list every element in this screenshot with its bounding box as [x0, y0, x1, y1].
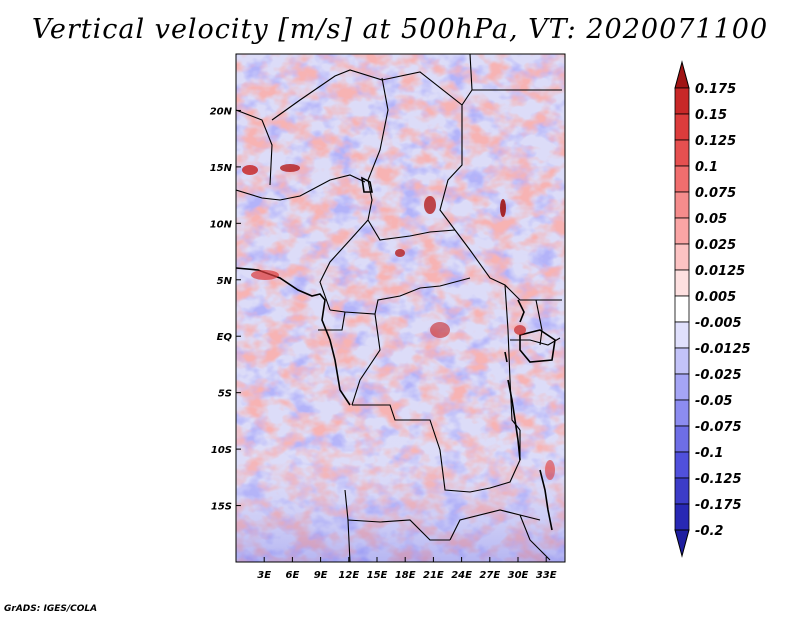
colorbar-swatch	[674, 503, 690, 531]
colorbar-swatch	[674, 321, 690, 349]
colorbar: 0.175 0.15 0.125 0.1 0.075 0.05 0.025 0.0125 0.0…	[674, 60, 751, 558]
border-line	[352, 404, 521, 493]
colorbar-swatch	[674, 399, 690, 427]
border-line	[236, 174, 366, 201]
colorbar-label: 0.025	[695, 238, 736, 253]
colorbar-label: -0.0125	[695, 342, 751, 357]
latitude-axis: 20N 15N 10N 5N EQ 5S 10S 15S	[210, 106, 241, 513]
lat-tick-label: 10S	[211, 445, 232, 456]
colorbar-label: 0.15	[695, 108, 727, 123]
updraft-cell	[545, 460, 555, 480]
lat-tick-label: 5N	[217, 276, 233, 287]
updraft-cell	[280, 164, 300, 172]
colorbar-swatch	[674, 217, 690, 245]
lon-tick-label: 30E	[508, 570, 529, 581]
colorbar-label: -0.125	[695, 472, 742, 487]
grads-credit: GrADS: IGES/COLA	[4, 604, 98, 614]
country-borders	[236, 54, 562, 562]
colorbar-swatch	[674, 373, 690, 401]
colorbar-label: 0.05	[695, 212, 727, 227]
colorbar-label: 0.1	[695, 160, 718, 175]
colorbar-swatch	[674, 347, 690, 375]
border-line	[461, 89, 562, 106]
colorbar-swatch	[674, 243, 690, 271]
updraft-cell	[242, 165, 258, 175]
lon-tick-label: 18E	[395, 570, 416, 581]
colorbar-swatch	[674, 113, 690, 141]
border-line	[367, 219, 456, 241]
lon-tick-label: 3E	[257, 570, 271, 581]
lon-tick-label: 9E	[314, 570, 328, 581]
border-line	[535, 299, 543, 346]
border-line	[381, 71, 463, 231]
lon-tick-label: 12E	[338, 570, 359, 581]
colorbar-swatch	[674, 477, 690, 505]
lon-tick-label: 6E	[286, 570, 300, 581]
map-panel	[236, 54, 565, 562]
colorbar-swatch	[674, 295, 690, 323]
colorbar-label: -0.1	[695, 446, 723, 461]
map-title: Vertical velocity [m/s] at 500hPa, VT: 2…	[31, 14, 769, 45]
updraft-cell	[424, 196, 436, 214]
lon-tick-label: 15E	[367, 570, 388, 581]
colorbar-label: 0.0125	[695, 264, 745, 279]
colorbar-swatch	[674, 139, 690, 167]
colorbar-bottom-triangle	[674, 529, 690, 558]
lake-malawi	[539, 469, 553, 531]
colorbar-label: -0.175	[695, 498, 742, 513]
lake-albert	[517, 299, 525, 323]
colorbar-label: 0.125	[695, 134, 736, 149]
border-line	[319, 219, 369, 311]
colorbar-label: 0.075	[695, 186, 736, 201]
border-line	[449, 509, 541, 541]
border-line	[236, 109, 273, 186]
lat-tick-label: 10N	[210, 219, 233, 230]
colorbar-swatch	[674, 269, 690, 297]
lon-tick-label: 27E	[479, 570, 500, 581]
colorbar-swatch	[674, 451, 690, 479]
colorbar-label: -0.075	[695, 420, 742, 435]
border-line	[469, 54, 473, 91]
border-line	[271, 69, 383, 121]
lake-kivu	[504, 351, 508, 363]
border-line	[367, 77, 389, 221]
updraft-cell	[395, 249, 405, 257]
updraft-cell	[251, 270, 279, 280]
border-line	[347, 519, 450, 541]
colorbar-top-triangle	[674, 60, 690, 89]
colorbar-label: 0.175	[695, 82, 736, 97]
updraft-cell	[430, 322, 450, 338]
lake-chad	[360, 176, 373, 193]
updraft-cell	[500, 199, 506, 217]
lat-tick-label: 20N	[210, 106, 233, 117]
lat-tick-label: 5S	[218, 389, 232, 400]
border-line	[504, 284, 521, 431]
colorbar-swatch	[674, 191, 690, 219]
lon-tick-label: 21E	[423, 570, 444, 581]
colorbar-label: 0.005	[695, 290, 736, 305]
colorbar-label: -0.025	[695, 368, 742, 383]
lat-tick-label: 15S	[211, 502, 232, 513]
lat-tick-label: 15N	[210, 163, 233, 174]
lake-tanganyika	[507, 379, 521, 461]
lake-victoria	[519, 329, 556, 363]
border-line	[351, 313, 381, 406]
convection-cells	[242, 164, 555, 480]
colorbar-swatch	[674, 87, 690, 115]
colorbar-label: -0.2	[695, 524, 723, 539]
lon-tick-label: 33E	[536, 570, 557, 581]
updraft-cell	[514, 325, 526, 335]
longitude-axis: 3E 6E 9E 12E 15E 18E 21E 24E 27E 30E 33E	[257, 557, 557, 581]
colorbar-label: -0.05	[695, 394, 732, 409]
southern-subsidence-band	[236, 430, 565, 562]
colorbar-swatch	[674, 425, 690, 453]
colorbar-label: -0.005	[695, 316, 742, 331]
map-frame	[235, 53, 566, 563]
border-line	[329, 277, 471, 315]
lat-tick-label: EQ	[217, 332, 233, 343]
colorbar-swatch	[674, 165, 690, 193]
border-line	[519, 514, 551, 561]
lon-tick-label: 24E	[451, 570, 472, 581]
